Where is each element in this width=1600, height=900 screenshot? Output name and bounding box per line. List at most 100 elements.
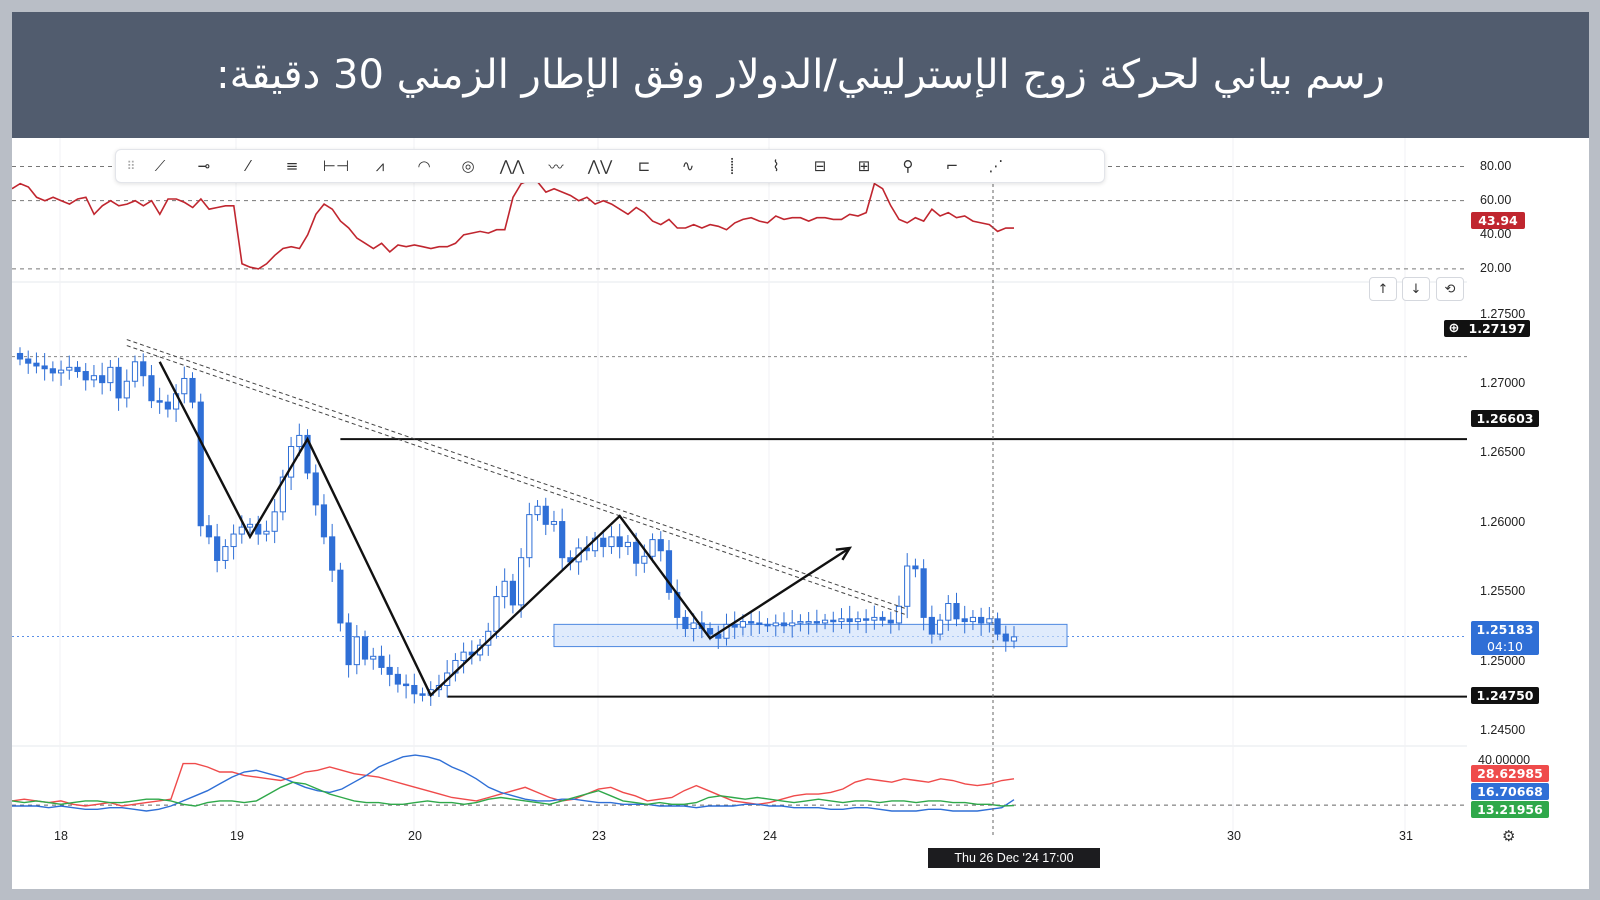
candle-body [493, 596, 500, 632]
price-line-icon[interactable]: ⌐ [945, 157, 959, 175]
current-price-value: 1.25183 [1476, 622, 1534, 637]
candle-body [534, 505, 541, 516]
candle-body [756, 622, 763, 625]
fib-fan-icon[interactable]: ⋰ [988, 157, 1004, 175]
price-tick-label: 1.24500 [1480, 723, 1526, 738]
candle-body [879, 616, 886, 621]
scroll-down-button[interactable]: ↓ [1402, 277, 1430, 301]
candle-body [33, 362, 40, 367]
chart-canvas[interactable] [12, 138, 1589, 889]
candle-body [780, 622, 788, 627]
candle-body [230, 533, 237, 548]
candle-body [665, 550, 673, 593]
crosshair-price-tag: ⊕ 1.27197 [1444, 320, 1530, 337]
candle-body [460, 651, 467, 661]
candle-body [16, 352, 24, 360]
candle-body [156, 400, 163, 403]
candle-body [41, 365, 48, 370]
gann-icon[interactable]: ⊞ [857, 157, 871, 175]
ray-icon[interactable]: ⟋ [154, 157, 166, 175]
bar-countdown: 04:10 [1486, 639, 1524, 654]
candle-body [49, 368, 56, 374]
candle-body [953, 603, 960, 620]
scroll-up-button[interactable]: ↑ [1369, 277, 1397, 301]
time-tick-label: 18 [54, 829, 68, 843]
candle-body [649, 539, 656, 557]
settings-gear-icon[interactable]: ⚙ [1502, 827, 1516, 845]
candle-body [690, 622, 697, 630]
candle-body [706, 628, 714, 635]
candle-body [279, 476, 286, 513]
pattern-icon[interactable]: ⋀⋀ [499, 157, 525, 175]
candle-body [115, 366, 122, 399]
candle-body [748, 621, 755, 624]
fib-icon[interactable]: ⩘ [375, 157, 385, 175]
reset-scale-button[interactable]: ⟲ [1436, 277, 1464, 301]
vertical-line-icon[interactable]: ⸽ [730, 157, 734, 175]
candle-body [90, 375, 98, 381]
parallel-channel-icon[interactable]: ≡ [285, 157, 299, 175]
candle-body [238, 526, 245, 535]
candle-body [164, 401, 171, 410]
brush-icon[interactable]: ⌇ [772, 157, 780, 175]
candle-body [353, 636, 360, 666]
candle-body [723, 623, 730, 639]
candle-body [386, 666, 393, 675]
candle-body [370, 655, 377, 660]
candle-body [66, 366, 73, 371]
add-alert-icon[interactable]: ⊕ [1448, 321, 1460, 336]
candle-body [320, 504, 328, 538]
candle-body [82, 371, 89, 381]
candle-body [518, 557, 525, 606]
candle-body [624, 541, 632, 548]
candle-body [846, 618, 853, 623]
long-position-icon[interactable]: ⊏ [637, 157, 651, 175]
candle-body [682, 616, 689, 630]
circle-icon[interactable]: ◎ [461, 157, 475, 175]
arc-icon[interactable]: ◠ [417, 157, 431, 175]
candle-body [337, 569, 344, 624]
price-tick-label: 1.25000 [1480, 653, 1526, 668]
candle-body [887, 619, 894, 624]
horizontal-ray-icon[interactable]: ⊸ [197, 157, 211, 175]
path-icon[interactable]: ∿ [681, 157, 695, 175]
grip-icon[interactable]: ⠿ [126, 159, 136, 173]
zigzag-icon[interactable]: 〰 [548, 157, 564, 176]
candle-body [181, 377, 188, 395]
candle-body [912, 565, 919, 570]
candle-body [140, 361, 147, 377]
candle-body [271, 511, 278, 532]
rsi-tick-label: 40.00 [1480, 226, 1512, 241]
candle-body [411, 684, 418, 695]
candle-body [608, 536, 615, 548]
elliott-wave-icon[interactable]: ⋀⋁ [587, 157, 613, 175]
zigzag-pattern [158, 361, 851, 698]
candle-body [633, 541, 640, 564]
candle-body [550, 521, 558, 525]
candle-body [559, 521, 566, 559]
candle-body [509, 580, 516, 606]
candle-body [205, 525, 213, 538]
trendline-lower [126, 345, 908, 616]
candle-body [361, 636, 369, 660]
crosshair-time-badge: Thu 26 Dec '24 17:00 [928, 848, 1100, 868]
time-tick-label: 23 [592, 829, 606, 843]
candle-body [526, 514, 533, 559]
candle-body [542, 505, 549, 525]
price-tick-label: 1.25500 [1480, 584, 1526, 599]
candle-body [148, 375, 155, 402]
candle-body [402, 683, 410, 687]
trend-line-icon[interactable]: ⁄ [246, 157, 250, 175]
page-title: رسم بياني لحركة زوج الإسترليني/الدولار و… [216, 52, 1385, 98]
candle-body [986, 618, 993, 624]
projection-arrowhead [835, 546, 853, 561]
candle-body [797, 621, 804, 624]
candle-body [813, 621, 820, 624]
rsi-tick-label: 20.00 [1480, 260, 1512, 275]
anchor-icon[interactable]: ⚲ [902, 157, 914, 175]
trendline-upper [126, 339, 908, 610]
candle-body [739, 621, 747, 628]
candle-body [821, 619, 829, 624]
ruler-icon[interactable]: ⊟ [813, 157, 827, 175]
date-range-icon[interactable]: ⊢⊣ [322, 157, 350, 175]
